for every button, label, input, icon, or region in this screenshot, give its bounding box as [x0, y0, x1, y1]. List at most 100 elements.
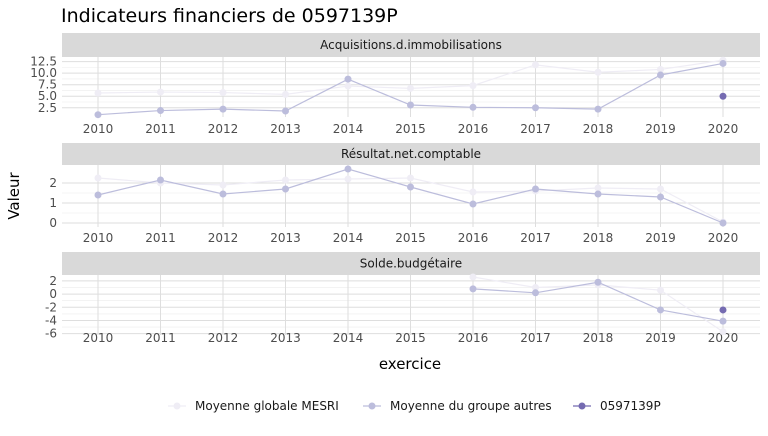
x-tick-label: 2020 [708, 122, 739, 136]
series-point-0 [719, 328, 727, 336]
legend-key-point [578, 402, 586, 410]
x-tick-label: 2014 [333, 331, 364, 345]
legend: Moyenne globale MESRI Moyenne du groupe a… [168, 399, 661, 413]
series-point-1 [157, 107, 164, 115]
x-tick-label: 2017 [520, 231, 551, 245]
series-point-1 [532, 104, 539, 112]
series-point-1 [407, 183, 414, 191]
series-point-0 [94, 174, 102, 182]
y-tick-label: 2.5 [38, 101, 57, 115]
facet-strip [62, 143, 760, 165]
series-point-0 [407, 84, 414, 92]
x-tick-label: 2019 [645, 122, 676, 136]
facet-panel-2: Solde.budgétaire -6-4-202 2010 2011 2012 2013… [45, 252, 760, 345]
series-point-0 [469, 273, 477, 281]
facet-panel-0: Acquisitions.d.immobilisations2.55.07.51… [30, 33, 760, 136]
x-tick-label: 2017 [520, 122, 551, 136]
series-point-1 [532, 185, 539, 193]
y-tick-label: 0 [49, 287, 57, 301]
series-point-1 [407, 101, 414, 109]
series-point-0 [94, 89, 102, 97]
x-tick-label: 2010 [83, 122, 114, 136]
series-point-1 [657, 193, 664, 201]
x-tick-label: 2011 [145, 231, 176, 245]
x-tick-label: 2019 [645, 231, 676, 245]
y-tick-label: 12.5 [30, 55, 57, 69]
panels: Acquisitions.d.immobilisations2.55.07.51… [30, 33, 760, 345]
y-tick-label: 2 [49, 176, 57, 190]
series-point-1 [657, 71, 664, 79]
series-point-0 [657, 185, 664, 193]
series-point-0 [282, 176, 289, 184]
series-point-1 [719, 317, 727, 325]
series-point-1 [219, 105, 227, 113]
x-tick-label: 2017 [520, 331, 551, 345]
series-point-1 [282, 107, 289, 115]
x-tick-label: 2016 [458, 331, 489, 345]
y-tick-label: 1 [49, 196, 57, 210]
chart-title: Indicateurs financiers de 0597139P [61, 5, 398, 27]
y-tick-label: 2 [49, 274, 57, 288]
y-axis-label: Valeur [5, 171, 23, 219]
x-tick-label: 2016 [458, 231, 489, 245]
facet-strip-label: Acquisitions.d.immobilisations [320, 38, 502, 52]
x-tick-label: 2012 [208, 331, 239, 345]
x-tick-label: 2015 [395, 331, 426, 345]
series-point-0 [219, 89, 227, 97]
y-tick-label: 0 [49, 216, 57, 230]
series-point-1 [94, 191, 102, 199]
legend-key-point [173, 402, 181, 410]
x-tick-label: 2018 [583, 122, 614, 136]
series-point-0 [594, 184, 602, 192]
y-tick-label: 10.0 [30, 66, 57, 80]
y-tick-label: -4 [45, 313, 57, 327]
x-tick-label: 2016 [458, 122, 489, 136]
y-tick-label: 5.0 [38, 89, 57, 103]
x-tick-label: 2010 [83, 231, 114, 245]
series-point-1 [532, 289, 539, 297]
x-tick-label: 2014 [333, 122, 364, 136]
facet-strip-label: Résultat.net.comptable [341, 147, 481, 161]
y-tick-label: 7.5 [38, 78, 57, 92]
series-point-2 [719, 306, 727, 314]
series-point-0 [407, 174, 414, 182]
facet-strip [62, 252, 760, 275]
series-point-1 [344, 165, 352, 173]
facet-strip-label: Solde.budgétaire [360, 257, 462, 271]
facet-panel-1: Résultat.net.comptable 0 1 2 2010 2011 2012 201… [49, 143, 760, 245]
x-tick-label: 2020 [708, 231, 739, 245]
x-tick-label: 2019 [645, 331, 676, 345]
x-tick-label: 2011 [145, 331, 176, 345]
series-point-0 [282, 90, 289, 98]
series-point-1 [469, 103, 477, 111]
x-tick-label: 2012 [208, 122, 239, 136]
facet-strip [62, 33, 760, 57]
series-point-1 [94, 111, 102, 119]
series-point-0 [532, 61, 539, 69]
x-tick-label: 2010 [83, 331, 114, 345]
x-tick-label: 2011 [145, 122, 176, 136]
series-point-1 [719, 219, 727, 227]
x-tick-label: 2012 [208, 231, 239, 245]
x-tick-label: 2013 [270, 331, 301, 345]
series-point-1 [219, 190, 227, 198]
series-point-1 [719, 59, 727, 67]
y-tick-label: -6 [45, 327, 57, 341]
series-point-0 [469, 82, 477, 90]
x-tick-label: 2013 [270, 122, 301, 136]
series-point-0 [532, 284, 539, 292]
series-point-1 [469, 285, 477, 293]
legend-entry: 0597139P [600, 399, 661, 413]
x-tick-label: 2020 [708, 331, 739, 345]
legend-key-point [368, 402, 376, 410]
series-point-0 [469, 188, 477, 196]
y-tick-label: -2 [45, 300, 57, 314]
series-point-0 [344, 175, 352, 183]
series-point-0 [157, 88, 164, 96]
series-point-0 [594, 68, 602, 76]
series-point-1 [594, 105, 602, 113]
x-tick-label: 2018 [583, 231, 614, 245]
series-point-0 [344, 82, 352, 90]
series-point-1 [657, 306, 664, 314]
